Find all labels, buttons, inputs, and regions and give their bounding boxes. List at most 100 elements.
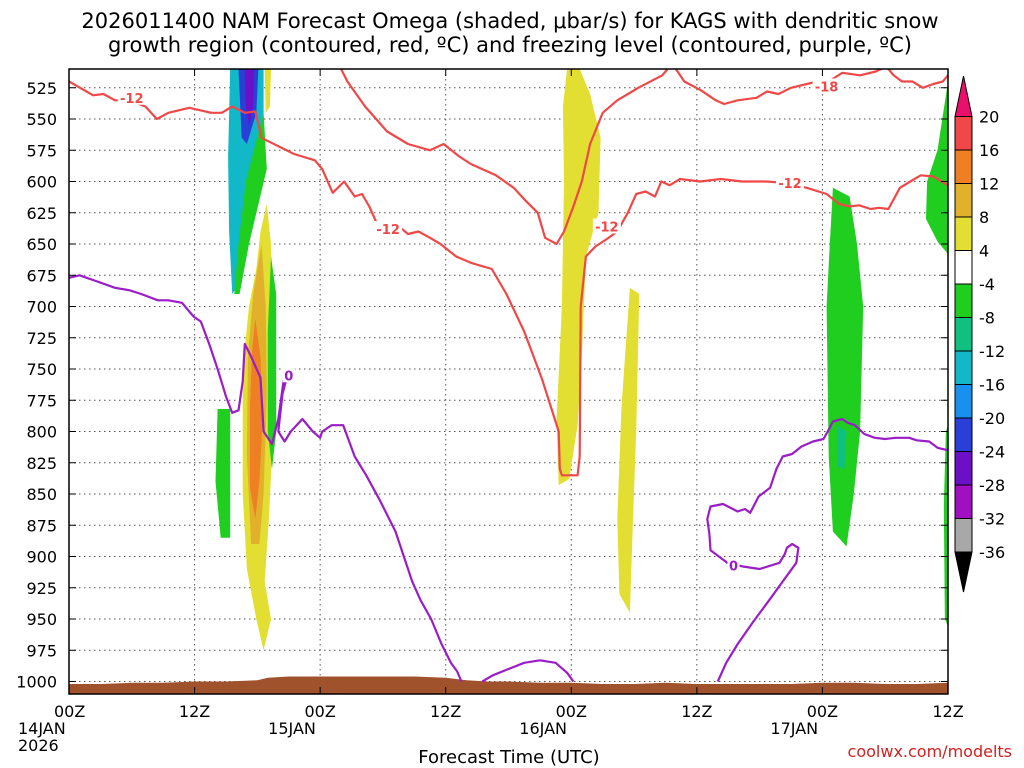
y-axis-ticks: 525 550 575 600 625 650 675 700 725 750 775 800 825 8… [16, 79, 948, 692]
dgz-contour-line [340, 69, 669, 246]
y-tick-label: 575 [26, 141, 57, 160]
freezing-level-line [481, 659, 575, 683]
omega-region [617, 287, 640, 613]
colorbar-label: -28 [979, 476, 1005, 495]
freezing-level-line [706, 417, 948, 682]
x-tick-label: 00Z [54, 702, 85, 721]
contour-label: -12 [376, 223, 400, 238]
credit-text: coolwx.com/modelts [848, 742, 1012, 761]
omega-region [837, 425, 847, 469]
colorbar-top-triangle [954, 75, 973, 117]
terrain-fill [69, 676, 948, 694]
contour-labels: -12 -12 -12 -12 -18 0 0 [117, 78, 841, 574]
y-tick-label: 675 [26, 266, 57, 285]
contour-label: 0 [729, 559, 738, 574]
colorbar: 20 16 12 8 4 -4 -8 -12 -16 -20 -24 -28 -32 -36 [954, 75, 1005, 593]
y-tick-label: 975 [26, 641, 57, 660]
omega-shading [215, 69, 948, 651]
omega-region [826, 187, 864, 547]
colorbar-swatch [954, 183, 973, 218]
x-tick-label: 00Z [304, 702, 335, 721]
contour-label-bg [374, 221, 403, 236]
colorbar-label: -24 [979, 443, 1005, 462]
omega-region [926, 81, 948, 255]
colorbar-bottom-triangle [954, 551, 973, 593]
colorbar-swatch [954, 250, 973, 285]
colorbar-label: 12 [979, 175, 999, 194]
y-tick-label: 750 [26, 360, 57, 379]
x-tick-label: 12Z [179, 702, 210, 721]
omega-region [943, 425, 948, 627]
contour-label-bg [592, 218, 621, 234]
y-tick-label: 875 [26, 516, 57, 535]
y-tick-label: 625 [26, 204, 57, 223]
contour-label: -18 [815, 81, 839, 96]
colorbar-label: -36 [979, 543, 1005, 562]
contour-label-bg [812, 78, 841, 94]
colorbar-swatch [954, 518, 973, 553]
dgz-contour-line [69, 80, 948, 477]
colorbar-swatch [954, 384, 973, 419]
y-tick-label: 800 [26, 423, 57, 442]
y-tick-label: 650 [26, 235, 57, 254]
title-line-1: 2026011400 NAM Forecast Omega (shaded, μ… [81, 9, 938, 33]
colorbar-label: -12 [979, 342, 1005, 361]
chart-title: 2026011400 NAM Forecast Omega (shaded, μ… [81, 9, 938, 57]
x-tick-label: 12Z [430, 702, 461, 721]
y-tick-label: 825 [26, 454, 57, 473]
omega-region [264, 69, 271, 113]
colorbar-label: 20 [979, 108, 999, 127]
colorbar-label: -16 [979, 376, 1005, 395]
colorbar-swatch [954, 116, 973, 151]
y-tick-label: 775 [26, 391, 57, 410]
colorbar-swatch [954, 317, 973, 352]
y-tick-label: 525 [26, 79, 57, 98]
x-tick-label: 00Z [807, 702, 838, 721]
x-tick-label: 12Z [681, 702, 712, 721]
colorbar-swatch [954, 484, 973, 519]
colorbar-label: -20 [979, 409, 1005, 428]
title-line-2: growth region (contoured, red, ºC) and f… [108, 33, 912, 57]
omega-region [234, 112, 267, 294]
y-tick-label: 725 [26, 329, 57, 348]
y-tick-label: 900 [26, 548, 57, 567]
colorbar-swatch [954, 451, 973, 486]
x-tick-label: 00Z [556, 702, 587, 721]
contour-label: -12 [778, 177, 802, 192]
x-tick-label: 14JAN [18, 719, 66, 738]
colorbar-label: -8 [979, 309, 995, 328]
y-tick-label: 925 [26, 579, 57, 598]
x-tick-label: 2026 [18, 736, 59, 755]
x-tick-label: 16JAN [519, 719, 567, 738]
colorbar-label: 16 [979, 141, 999, 160]
x-tick-label: 15JAN [268, 719, 316, 738]
colorbar-swatch [954, 283, 973, 318]
y-tick-label: 950 [26, 610, 57, 629]
colorbar-swatch [954, 417, 973, 452]
y-tick-label: 700 [26, 298, 57, 317]
x-tick-label: 12Z [932, 702, 963, 721]
y-tick-label: 600 [26, 173, 57, 192]
colorbar-label: 8 [979, 208, 989, 227]
contour-label-bg [117, 89, 146, 105]
omega-region [556, 69, 601, 486]
colorbar-label: 4 [979, 242, 989, 261]
plot-area [69, 69, 948, 694]
colorbar-label: -32 [979, 510, 1005, 529]
y-tick-label: 850 [26, 485, 57, 504]
plot-frame [68, 68, 949, 695]
x-tick-label: 17JAN [770, 719, 818, 738]
contour-label-bg [282, 367, 295, 383]
contour-label-bg [727, 557, 740, 573]
y-tick-label: 1000 [16, 673, 57, 692]
terrain [69, 676, 948, 694]
y-tick-label: 550 [26, 110, 57, 129]
colorbar-swatch [954, 216, 973, 251]
contour-label: -12 [120, 92, 144, 107]
omega-region [215, 409, 231, 538]
omega-region [250, 319, 263, 519]
x-axis-label: Forecast Time (UTC) [418, 747, 599, 768]
colorbar-label: -4 [979, 275, 995, 294]
